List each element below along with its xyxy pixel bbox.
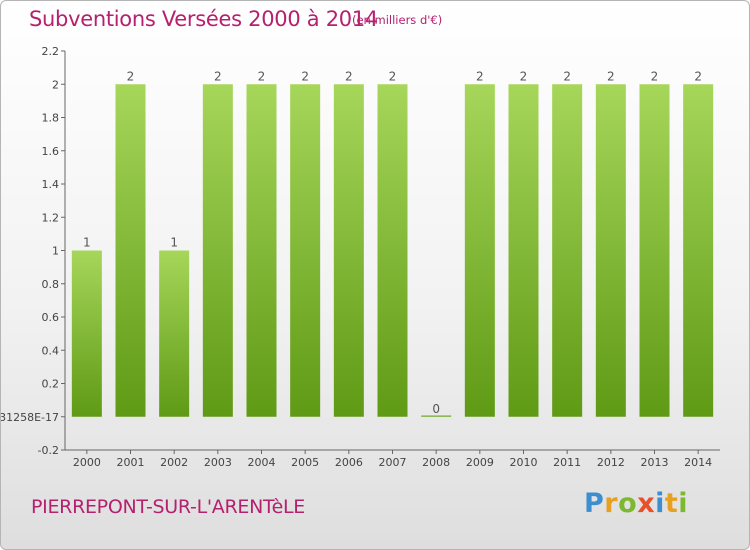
data-label-2012: 2 xyxy=(607,69,615,83)
x-tick-label-2012: 2012 xyxy=(597,456,625,469)
y-tick-label: 1.4 xyxy=(42,178,60,191)
bar-2007 xyxy=(377,84,408,417)
data-label-2006: 2 xyxy=(345,69,353,83)
y-tick-label: 1.8 xyxy=(42,112,60,125)
x-tick-label-2008: 2008 xyxy=(422,456,450,469)
data-label-2007: 2 xyxy=(389,69,397,83)
bar-2012 xyxy=(595,84,626,417)
x-tick-label-2002: 2002 xyxy=(160,456,188,469)
x-tick-label-2001: 2001 xyxy=(117,456,145,469)
proxiti-logo: Proxiti xyxy=(584,488,688,519)
data-label-2010: 2 xyxy=(520,69,528,83)
bar-2004 xyxy=(246,84,277,417)
y-tick-label: 2.2 xyxy=(42,45,60,58)
x-tick-label-2014: 2014 xyxy=(684,456,712,469)
y-tick-label: -0.2 xyxy=(38,444,59,457)
x-tick-label-2013: 2013 xyxy=(641,456,669,469)
bars-group xyxy=(71,84,714,417)
x-tick-label-2005: 2005 xyxy=(291,456,319,469)
logo-letter: x xyxy=(637,488,656,519)
x-tick-label-2000: 2000 xyxy=(73,456,101,469)
y-tick-label: 0.6 xyxy=(42,311,60,324)
y-tick-label: 0.8 xyxy=(42,278,60,291)
bar-2010 xyxy=(508,84,539,417)
data-label-2003: 2 xyxy=(214,69,222,83)
x-tick-label-2006: 2006 xyxy=(335,456,363,469)
logo-letter: t xyxy=(664,488,679,519)
y-tick-label: -5.5511151231258E-17 xyxy=(1,411,59,424)
labels-group: 1 2000 2 2001 1 2002 2 2003 2 2004 2 2005 2 2006 2 2007… xyxy=(1,45,712,469)
x-tick-label-2011: 2011 xyxy=(553,456,581,469)
bar-2008 xyxy=(421,415,452,417)
bar-2003 xyxy=(202,84,233,417)
data-label-2013: 2 xyxy=(651,69,659,83)
data-label-2001: 2 xyxy=(127,69,135,83)
x-tick-label-2010: 2010 xyxy=(510,456,538,469)
x-tick-label-2004: 2004 xyxy=(248,456,276,469)
unit-note: (en milliers d'€) xyxy=(352,13,443,27)
y-tick-label: 1.2 xyxy=(42,211,60,224)
y-tick-label: 0.2 xyxy=(42,378,60,391)
y-tick-label: 1 xyxy=(52,245,59,258)
data-label-2004: 2 xyxy=(258,69,266,83)
x-tick-label-2003: 2003 xyxy=(204,456,232,469)
y-tick-label: 1.6 xyxy=(42,145,60,158)
x-tick-label-2009: 2009 xyxy=(466,456,494,469)
data-label-2009: 2 xyxy=(476,69,484,83)
bar-2000 xyxy=(71,250,102,417)
data-label-2005: 2 xyxy=(301,69,309,83)
x-tick-label-2007: 2007 xyxy=(379,456,407,469)
bar-2014 xyxy=(683,84,714,417)
chart-title: Subventions Versées 2000 à 2014 xyxy=(29,7,378,31)
logo-letter: i xyxy=(655,488,665,519)
logo-letter: P xyxy=(584,488,605,519)
data-label-2014: 2 xyxy=(694,69,702,83)
commune-name: PIERREPONT-SUR-L'ARENTèLE xyxy=(31,496,306,518)
logo-letter: o xyxy=(618,488,638,519)
bar-2005 xyxy=(290,84,321,417)
axes-group xyxy=(61,50,720,454)
bar-2009 xyxy=(464,84,495,417)
bar-2001 xyxy=(115,84,146,417)
logo-letter: i xyxy=(678,488,689,519)
data-label-2002: 1 xyxy=(170,236,178,250)
logo-letter: r xyxy=(604,488,619,519)
data-label-2000: 1 xyxy=(83,236,91,250)
bar-2006 xyxy=(333,84,364,417)
y-tick-label: 2 xyxy=(52,78,59,91)
bar-2002 xyxy=(159,250,190,417)
bar-2013 xyxy=(639,84,670,417)
data-label-2008: 0 xyxy=(432,402,440,416)
y-tick-label: 0.4 xyxy=(42,344,60,357)
bar-2011 xyxy=(552,84,583,417)
data-label-2011: 2 xyxy=(563,69,571,83)
